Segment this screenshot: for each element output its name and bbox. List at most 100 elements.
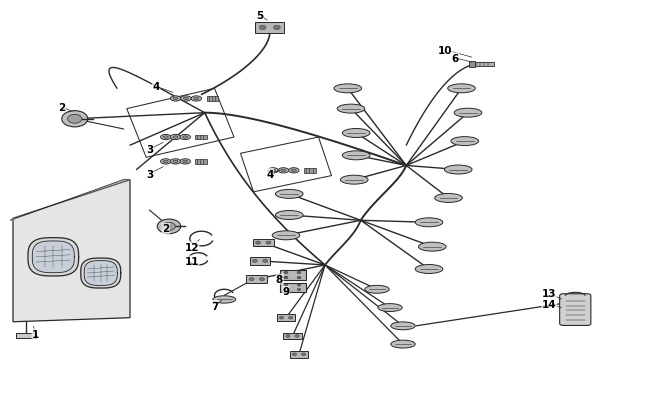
Bar (474, 63, 494, 67)
Circle shape (68, 115, 82, 124)
Text: 5: 5 (256, 11, 264, 21)
Circle shape (157, 220, 181, 234)
Ellipse shape (180, 159, 190, 164)
FancyBboxPatch shape (560, 294, 591, 326)
Polygon shape (10, 180, 130, 221)
Ellipse shape (183, 98, 188, 100)
Text: 9: 9 (283, 287, 289, 296)
Circle shape (297, 272, 301, 274)
Bar (253, 239, 274, 247)
Ellipse shape (343, 129, 370, 138)
Bar (277, 315, 295, 321)
Circle shape (274, 26, 280, 30)
Circle shape (295, 335, 299, 337)
Circle shape (162, 223, 176, 231)
Circle shape (302, 353, 306, 356)
Bar (16, 333, 36, 338)
Bar (246, 275, 267, 284)
Circle shape (286, 335, 290, 337)
Bar (280, 271, 306, 280)
Ellipse shape (334, 85, 361, 94)
Bar (195, 135, 207, 140)
Ellipse shape (161, 135, 171, 140)
Ellipse shape (213, 296, 235, 303)
Bar (207, 97, 218, 102)
Text: 2: 2 (58, 102, 66, 112)
Bar (469, 62, 474, 68)
Circle shape (284, 289, 288, 291)
Ellipse shape (194, 98, 199, 100)
Text: 3: 3 (146, 145, 153, 155)
Ellipse shape (161, 159, 171, 164)
Bar (195, 160, 207, 164)
Polygon shape (32, 241, 74, 273)
Ellipse shape (170, 135, 181, 140)
Ellipse shape (183, 136, 188, 139)
Circle shape (62, 111, 88, 128)
Ellipse shape (268, 168, 278, 173)
Circle shape (284, 284, 288, 286)
Ellipse shape (180, 135, 190, 140)
Ellipse shape (163, 136, 168, 139)
Circle shape (259, 26, 266, 30)
Ellipse shape (343, 151, 370, 160)
Text: 4: 4 (266, 169, 274, 179)
Bar (280, 283, 306, 292)
Ellipse shape (276, 190, 303, 199)
Bar (255, 23, 284, 34)
Polygon shape (81, 258, 121, 288)
Circle shape (297, 289, 301, 291)
Ellipse shape (163, 161, 168, 163)
Ellipse shape (391, 340, 415, 348)
Text: 12: 12 (185, 242, 199, 252)
Bar (283, 333, 302, 339)
Ellipse shape (435, 194, 462, 203)
Circle shape (292, 353, 296, 356)
Ellipse shape (445, 166, 472, 175)
Text: 2: 2 (162, 224, 170, 234)
Ellipse shape (365, 286, 389, 294)
Text: 8: 8 (276, 275, 283, 284)
Ellipse shape (173, 161, 178, 163)
Ellipse shape (451, 137, 478, 146)
Ellipse shape (173, 98, 178, 100)
Ellipse shape (181, 96, 191, 102)
Text: 6: 6 (451, 54, 459, 64)
Circle shape (252, 260, 257, 263)
Ellipse shape (170, 159, 181, 164)
Polygon shape (28, 238, 79, 276)
Ellipse shape (289, 168, 299, 173)
Ellipse shape (276, 211, 303, 220)
Ellipse shape (291, 170, 296, 172)
Circle shape (259, 278, 265, 281)
Ellipse shape (341, 176, 368, 185)
Bar (290, 351, 308, 358)
Text: 4: 4 (152, 82, 160, 92)
Circle shape (255, 241, 261, 245)
Bar (304, 168, 316, 173)
Ellipse shape (170, 96, 181, 102)
Ellipse shape (391, 322, 415, 330)
Ellipse shape (278, 168, 289, 173)
Text: 14: 14 (542, 300, 556, 309)
Circle shape (263, 260, 268, 263)
Ellipse shape (281, 170, 286, 172)
Polygon shape (84, 261, 117, 286)
Ellipse shape (183, 161, 188, 163)
Ellipse shape (415, 265, 443, 274)
Bar (250, 257, 270, 265)
Circle shape (249, 278, 254, 281)
Ellipse shape (454, 109, 482, 118)
Text: 1: 1 (32, 329, 40, 339)
Ellipse shape (270, 170, 276, 172)
Circle shape (297, 277, 301, 279)
Ellipse shape (173, 136, 178, 139)
Circle shape (284, 272, 288, 274)
Circle shape (284, 277, 288, 279)
Circle shape (266, 241, 271, 245)
Ellipse shape (272, 231, 300, 240)
Circle shape (289, 317, 292, 319)
Ellipse shape (448, 85, 475, 94)
Text: 11: 11 (185, 256, 199, 266)
Text: 13: 13 (542, 289, 556, 298)
